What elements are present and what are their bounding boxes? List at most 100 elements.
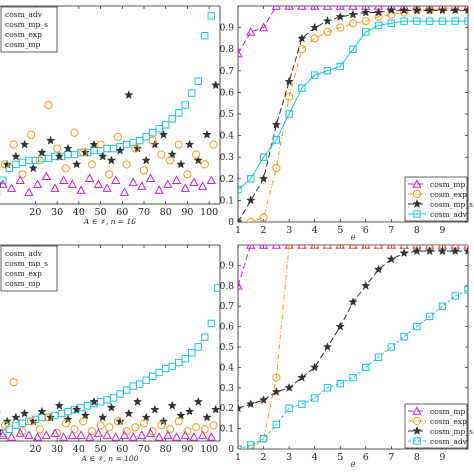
data-point — [310, 34, 319, 43]
data-point — [76, 185, 86, 194]
legend-label: cosm_exp — [5, 269, 42, 278]
data-point — [24, 430, 34, 439]
data-point — [451, 17, 459, 25]
data-point — [50, 428, 60, 437]
data-point — [412, 6, 422, 15]
data-point — [297, 33, 307, 43]
x-tick-label: 60 — [116, 207, 128, 218]
y-tick-label: 0.6 — [220, 88, 235, 98]
x-tick-label: 3 — [286, 452, 292, 463]
data-point — [132, 143, 143, 153]
data-point — [425, 6, 435, 15]
data-point — [200, 425, 209, 434]
data-point — [72, 404, 82, 414]
data-point — [0, 421, 10, 430]
data-point — [85, 432, 95, 441]
x-tick-label: 9 — [439, 452, 445, 463]
data-point — [297, 45, 306, 54]
plot-area — [238, 245, 468, 449]
legend-box — [0, 6, 58, 53]
data-point — [272, 163, 281, 173]
data-point — [44, 100, 53, 110]
plot-area — [0, 284, 220, 441]
x-tick-label: 20 — [29, 444, 41, 455]
data-point — [162, 364, 170, 373]
data-point — [116, 390, 124, 398]
data-point — [128, 177, 138, 186]
data-point — [374, 21, 383, 30]
data-point — [247, 175, 255, 183]
data-point — [103, 396, 111, 404]
data-point — [348, 19, 358, 28]
series-cosm_exp — [238, 6, 468, 222]
series-cosm_adv — [238, 286, 468, 449]
data-point — [323, 27, 332, 37]
data-point — [425, 312, 434, 321]
data-point — [438, 17, 447, 25]
data-point — [0, 430, 8, 439]
data-point — [387, 245, 396, 250]
x-tick-label: 5 — [337, 452, 343, 463]
data-point — [373, 7, 384, 17]
data-point — [32, 432, 43, 441]
data-point — [18, 419, 27, 428]
data-point — [238, 217, 243, 222]
data-point — [12, 421, 20, 430]
data-point — [102, 183, 112, 192]
data-point — [310, 362, 320, 372]
y-tick-label: 0.4 — [220, 132, 235, 142]
data-point — [148, 129, 157, 137]
x-tick-label: 50 — [95, 444, 107, 455]
y-tick-label: 0.3 — [220, 153, 235, 163]
data-point — [298, 84, 306, 92]
data-point — [85, 173, 95, 182]
data-point — [323, 67, 332, 75]
legend-label: cosm_adv — [430, 437, 468, 446]
data-point — [238, 445, 242, 449]
data-point — [176, 159, 186, 169]
legend-swatch-marker — [412, 426, 422, 435]
data-point — [238, 280, 243, 290]
data-point — [5, 425, 14, 433]
data-point — [310, 71, 319, 79]
data-point — [210, 404, 220, 414]
data-point — [61, 164, 70, 173]
legend-swatch-marker — [413, 210, 421, 218]
x-tick-label: 30 — [51, 207, 63, 218]
data-point — [135, 380, 144, 388]
data-point — [259, 153, 268, 161]
data-point — [258, 245, 269, 249]
data-point — [83, 402, 92, 410]
data-point — [109, 144, 118, 153]
data-point — [374, 353, 383, 361]
data-point — [399, 6, 409, 15]
data-point — [93, 179, 104, 188]
data-point — [348, 297, 358, 307]
data-point — [0, 179, 8, 188]
data-point — [44, 154, 53, 163]
data-point — [246, 195, 256, 205]
data-point — [438, 302, 447, 310]
data-point — [247, 441, 255, 449]
data-point — [425, 246, 435, 256]
data-point — [322, 342, 333, 351]
data-point — [297, 6, 307, 10]
data-point — [158, 416, 169, 426]
legend-label: cosm_adv — [430, 210, 468, 219]
data-point — [132, 396, 143, 406]
data-point — [163, 179, 173, 188]
data-point — [362, 363, 370, 372]
data-point — [200, 160, 209, 169]
data-point — [335, 321, 345, 331]
x-axis-label: θ — [351, 234, 356, 242]
data-point — [349, 373, 357, 382]
chart-top-left: 20 30 40 50 60 70 80 90 100 A ∈ 𝒱, n = 16 cosm_adv… — [0, 5, 221, 226]
data-point — [113, 417, 123, 426]
data-point — [18, 158, 27, 167]
data-point — [285, 245, 294, 250]
data-point — [96, 398, 105, 406]
y-tick-label: 0.2 — [220, 404, 234, 414]
data-point — [109, 394, 118, 402]
data-point — [150, 139, 160, 149]
data-point — [163, 430, 173, 439]
